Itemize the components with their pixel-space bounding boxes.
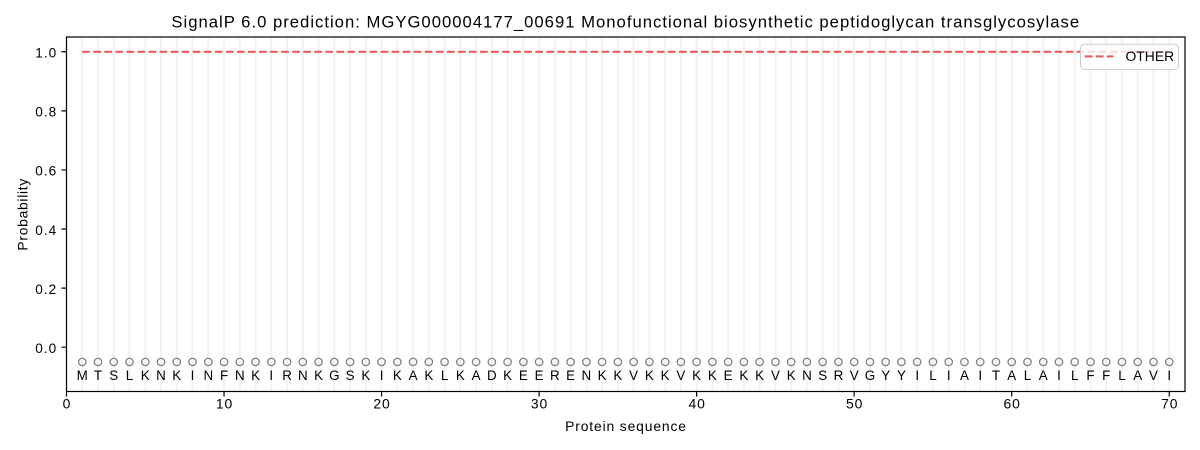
svg-text:R: R	[834, 368, 844, 383]
svg-text:D: D	[487, 368, 497, 383]
svg-text:N: N	[298, 368, 308, 383]
svg-text:K: K	[172, 368, 181, 383]
svg-text:V: V	[771, 368, 780, 383]
svg-text:Probability: Probability	[15, 178, 31, 251]
svg-text:I: I	[269, 368, 273, 383]
svg-text:K: K	[645, 368, 654, 383]
svg-text:K: K	[314, 368, 323, 383]
svg-text:S: S	[818, 368, 827, 383]
svg-text:N: N	[235, 368, 245, 383]
svg-text:A: A	[960, 368, 969, 383]
svg-text:20: 20	[373, 396, 390, 412]
svg-text:R: R	[550, 368, 560, 383]
svg-text:0.0: 0.0	[35, 341, 57, 356]
svg-text:I: I	[915, 368, 919, 383]
svg-text:A: A	[1007, 368, 1016, 383]
svg-text:V: V	[850, 368, 859, 383]
svg-text:S: S	[346, 368, 355, 383]
svg-text:A: A	[1133, 368, 1142, 383]
svg-text:Y: Y	[897, 368, 906, 383]
svg-text:F: F	[1086, 368, 1094, 383]
svg-text:0.6: 0.6	[35, 164, 57, 179]
svg-text:0.8: 0.8	[35, 105, 57, 120]
svg-text:L: L	[1024, 368, 1031, 383]
svg-text:N: N	[802, 368, 812, 383]
svg-text:K: K	[708, 368, 717, 383]
svg-text:70: 70	[1161, 396, 1178, 412]
svg-text:30: 30	[531, 396, 548, 412]
svg-text:K: K	[613, 368, 622, 383]
svg-text:A: A	[409, 368, 418, 383]
svg-text:K: K	[251, 368, 260, 383]
svg-text:T: T	[992, 368, 1000, 383]
svg-text:E: E	[724, 368, 733, 383]
svg-text:A: A	[472, 368, 481, 383]
svg-text:V: V	[629, 368, 638, 383]
svg-text:G: G	[865, 368, 875, 383]
svg-text:K: K	[598, 368, 607, 383]
svg-text:0.2: 0.2	[35, 282, 57, 297]
svg-text:R: R	[282, 368, 292, 383]
svg-text:S: S	[109, 368, 118, 383]
svg-text:Y: Y	[881, 368, 890, 383]
svg-text:I: I	[947, 368, 951, 383]
svg-text:A: A	[1039, 368, 1048, 383]
svg-text:40: 40	[688, 396, 705, 412]
svg-text:I: I	[191, 368, 195, 383]
svg-text:K: K	[755, 368, 764, 383]
svg-text:50: 50	[846, 396, 863, 412]
svg-text:1.0: 1.0	[35, 46, 57, 61]
svg-text:I: I	[380, 368, 384, 383]
svg-text:L: L	[1118, 368, 1125, 383]
svg-text:OTHER: OTHER	[1126, 48, 1175, 64]
svg-text:0: 0	[63, 396, 72, 412]
svg-text:0.4: 0.4	[35, 223, 57, 238]
svg-text:K: K	[692, 368, 701, 383]
svg-text:K: K	[141, 368, 150, 383]
svg-text:K: K	[503, 368, 512, 383]
svg-text:E: E	[566, 368, 575, 383]
svg-text:E: E	[535, 368, 544, 383]
svg-text:K: K	[424, 368, 433, 383]
svg-text:K: K	[739, 368, 748, 383]
svg-text:T: T	[94, 368, 102, 383]
svg-text:F: F	[1102, 368, 1110, 383]
svg-text:E: E	[519, 368, 528, 383]
svg-text:10: 10	[216, 396, 233, 412]
svg-text:K: K	[393, 368, 402, 383]
svg-text:I: I	[1167, 368, 1171, 383]
svg-text:L: L	[441, 368, 448, 383]
svg-text:I: I	[1057, 368, 1061, 383]
svg-text:SignalP 6.0 prediction: MGYG00: SignalP 6.0 prediction: MGYG000004177_00…	[171, 13, 1080, 32]
svg-text:K: K	[361, 368, 370, 383]
svg-text:V: V	[1149, 368, 1158, 383]
svg-text:V: V	[676, 368, 685, 383]
svg-text:K: K	[661, 368, 670, 383]
svg-text:I: I	[978, 368, 982, 383]
svg-text:N: N	[156, 368, 166, 383]
svg-text:F: F	[220, 368, 228, 383]
svg-text:K: K	[456, 368, 465, 383]
svg-text:M: M	[77, 368, 88, 383]
svg-text:Protein sequence: Protein sequence	[565, 418, 687, 434]
svg-text:K: K	[787, 368, 796, 383]
svg-text:N: N	[203, 368, 213, 383]
svg-text:L: L	[1071, 368, 1078, 383]
svg-text:L: L	[126, 368, 133, 383]
svg-text:N: N	[582, 368, 592, 383]
svg-text:G: G	[329, 368, 339, 383]
svg-text:L: L	[929, 368, 936, 383]
svg-text:60: 60	[1004, 396, 1021, 412]
